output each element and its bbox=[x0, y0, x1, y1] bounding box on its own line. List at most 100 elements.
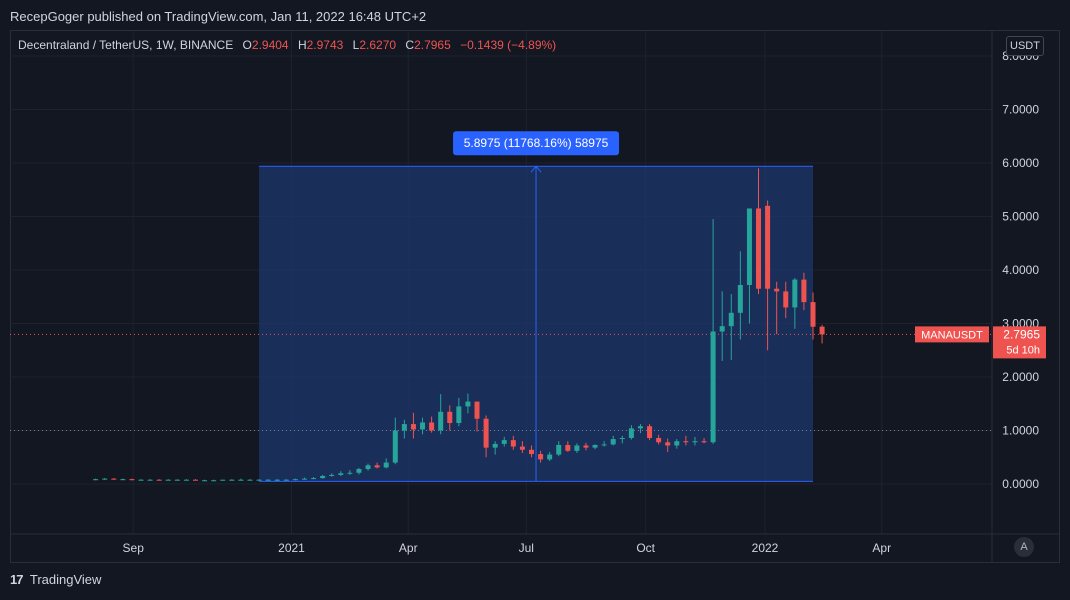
candle-body bbox=[510, 440, 516, 447]
y-tick-label: 7.0000 bbox=[1002, 103, 1039, 117]
candle-body bbox=[338, 473, 344, 475]
candle-body bbox=[637, 426, 643, 429]
close-label: C bbox=[405, 38, 415, 52]
candle-body bbox=[220, 479, 226, 481]
y-tick-label: 0.0000 bbox=[1002, 477, 1039, 491]
candle-body bbox=[519, 446, 525, 450]
symbol-title: Decentraland / TetherUS, 1W, BINANCE bbox=[18, 38, 234, 52]
brand-name: TradingView bbox=[29, 572, 102, 587]
candle-body bbox=[647, 426, 653, 438]
candle-body bbox=[447, 411, 453, 424]
open-value: 2.9404 bbox=[251, 38, 289, 52]
candle-body bbox=[165, 479, 171, 481]
candle-body bbox=[547, 454, 553, 460]
y-tick-label: 6.0000 bbox=[1002, 156, 1039, 170]
candle-body bbox=[211, 480, 217, 482]
x-tick-label: Sep bbox=[123, 541, 145, 555]
candle-body bbox=[610, 439, 616, 445]
candle-body bbox=[556, 444, 562, 455]
candle-body bbox=[528, 449, 534, 455]
y-tick-label: 1.0000 bbox=[1002, 424, 1039, 438]
candle-body bbox=[656, 437, 662, 443]
candle-body bbox=[819, 326, 825, 335]
x-tick-label: Apr bbox=[872, 541, 891, 555]
candle-body bbox=[420, 422, 426, 430]
candle-body bbox=[111, 478, 117, 480]
candle-body bbox=[174, 479, 180, 481]
candle-body bbox=[765, 205, 771, 289]
low-value: 2.6270 bbox=[359, 38, 397, 52]
candle-body bbox=[383, 462, 389, 468]
high-value: 2.9743 bbox=[306, 38, 344, 52]
open-label: O bbox=[242, 38, 252, 52]
candle-body bbox=[810, 302, 816, 327]
candle-body bbox=[229, 479, 235, 481]
candle-body bbox=[93, 479, 99, 481]
candle-body bbox=[501, 440, 507, 444]
candle-body bbox=[429, 422, 435, 431]
candle-body bbox=[129, 479, 135, 481]
candle-body bbox=[202, 480, 208, 482]
candle-body bbox=[465, 401, 471, 407]
candle-body bbox=[710, 331, 716, 443]
footer-brand: 17 TradingView bbox=[10, 572, 101, 587]
candle-body bbox=[583, 445, 589, 448]
measure-arrow-head bbox=[530, 165, 542, 173]
candle-body bbox=[719, 326, 725, 332]
candle-body bbox=[665, 442, 671, 446]
candle-body bbox=[392, 430, 398, 463]
candle-body bbox=[692, 441, 698, 443]
candle-body bbox=[401, 424, 407, 431]
candle-body bbox=[674, 441, 680, 446]
candle-body bbox=[193, 479, 199, 481]
y-tick-label: 5.0000 bbox=[1002, 210, 1039, 224]
high-label: H bbox=[297, 38, 307, 52]
candle-body bbox=[737, 284, 743, 313]
candle-body bbox=[138, 479, 144, 481]
candle-body bbox=[156, 479, 162, 481]
candle-body bbox=[247, 479, 253, 481]
candle-body bbox=[356, 469, 362, 473]
candle-body bbox=[683, 441, 689, 443]
x-tick-label: Oct bbox=[636, 541, 655, 555]
candle-body bbox=[292, 479, 298, 481]
top-bar: RecepGoger published on TradingView.com,… bbox=[0, 0, 1070, 30]
candle-body bbox=[746, 208, 752, 285]
candle-body bbox=[701, 441, 707, 443]
candle-body bbox=[147, 479, 153, 481]
currency-button[interactable]: USDT bbox=[1006, 36, 1044, 56]
candle-body bbox=[301, 478, 307, 480]
candle-body bbox=[474, 401, 480, 419]
candle-body bbox=[438, 411, 444, 431]
candle-body bbox=[410, 424, 416, 430]
candle-body bbox=[238, 479, 244, 481]
candle-body bbox=[619, 437, 625, 440]
x-tick-label: 2022 bbox=[752, 541, 779, 555]
candle-body bbox=[102, 478, 108, 480]
candle-body bbox=[728, 312, 734, 327]
candle-body bbox=[120, 479, 126, 481]
candle-body bbox=[256, 479, 262, 481]
candle-body bbox=[311, 478, 317, 480]
measure-label-box bbox=[453, 131, 620, 156]
candle-body bbox=[801, 279, 807, 303]
candle-body bbox=[283, 479, 289, 481]
candle-body bbox=[792, 279, 798, 308]
x-tick-label: 2021 bbox=[278, 541, 305, 555]
close-value: 2.7965 bbox=[414, 38, 451, 52]
candle-body bbox=[320, 475, 326, 479]
candle-body bbox=[456, 406, 462, 424]
y-tick-label: 4.0000 bbox=[1002, 263, 1039, 277]
candle-body bbox=[538, 454, 544, 460]
candle-body bbox=[374, 465, 380, 468]
candle-body bbox=[756, 208, 762, 289]
candle-body bbox=[601, 444, 607, 446]
auto-scale-button[interactable]: A bbox=[1014, 537, 1034, 557]
publish-info: RecepGoger published on TradingView.com,… bbox=[10, 9, 427, 24]
price-tag-value: 2.7965 bbox=[1003, 327, 1040, 341]
candle-body bbox=[347, 472, 353, 474]
candle-body bbox=[592, 444, 598, 448]
candle-body bbox=[265, 479, 271, 481]
candle-body bbox=[628, 428, 634, 438]
